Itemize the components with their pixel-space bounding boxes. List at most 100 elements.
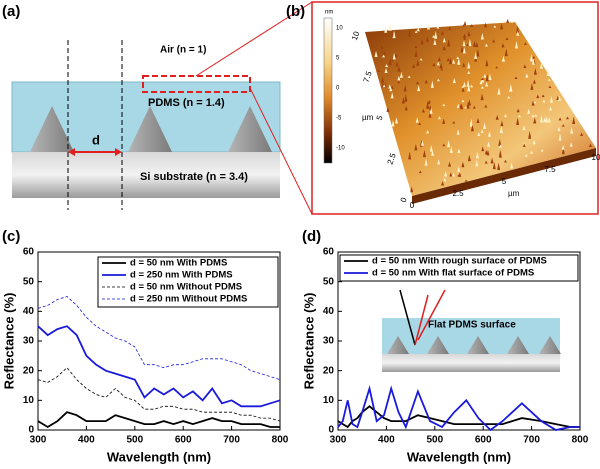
x-tick-label: 700 (223, 435, 240, 446)
afm-spike (381, 76, 385, 83)
afm-spike (429, 107, 433, 114)
afm-spike (451, 173, 455, 177)
y-tick-label: 20 (23, 365, 35, 376)
afm-y-tick: 7.5 (362, 70, 374, 84)
afm-spike (510, 162, 514, 169)
afm-spike (449, 57, 453, 65)
afm-x-tick: 5 (502, 177, 507, 186)
afm-spike (432, 62, 436, 67)
reflected-ray (414, 294, 429, 346)
panel-label: (d) (302, 228, 321, 245)
afm-spike (510, 20, 514, 23)
afm-spike (434, 30, 438, 39)
afm-spike (533, 101, 537, 104)
afm-spike (484, 22, 488, 28)
afm-spike (475, 159, 479, 167)
air-label: Air (n = 1) (160, 45, 206, 56)
afm-spike (548, 85, 552, 89)
afm-spike (466, 101, 470, 109)
afm-spike (503, 159, 507, 163)
colorbar-tick: 5 (336, 56, 340, 62)
afm-spike (523, 42, 527, 45)
x-tick-label: 600 (175, 435, 192, 446)
afm-spike (422, 149, 426, 158)
afm-spike (531, 100, 535, 106)
y-axis-label: Reflectance (%) (301, 293, 316, 390)
y-tick-label: 20 (323, 365, 335, 376)
afm-spike (467, 154, 471, 162)
afm-spike (426, 100, 430, 109)
afm-spike (456, 103, 460, 108)
afm-spike (464, 106, 468, 109)
afm-spike (475, 151, 479, 159)
afm-spike (561, 145, 565, 150)
afm-spike (467, 84, 471, 92)
afm-spike (441, 180, 445, 186)
afm-spike (498, 138, 502, 146)
afm-spike (477, 131, 481, 136)
afm-spike (481, 146, 485, 152)
afm-spike (466, 79, 470, 87)
panel-label: (a) (2, 3, 20, 20)
afm-spike (431, 150, 435, 156)
afm-spike (550, 95, 554, 103)
afm-spike (456, 56, 460, 60)
afm-spike (443, 177, 447, 182)
afm-spike (444, 170, 448, 177)
x-tick-label: 800 (572, 435, 589, 446)
afm-spike (530, 150, 534, 154)
inset-label: Flat PDMS surface (428, 320, 516, 331)
afm-spike (452, 77, 456, 84)
afm-spike (414, 143, 418, 151)
afm-spike (420, 140, 424, 146)
afm-spike (539, 62, 543, 69)
afm-y-tick: 10 (350, 30, 362, 42)
afm-spike (433, 39, 437, 45)
afm-spike (528, 130, 532, 139)
inset-cone (467, 336, 489, 354)
y-tick-label: 0 (328, 425, 334, 436)
afm-spike (377, 69, 381, 72)
afm-spike (470, 84, 474, 88)
afm-spike (427, 100, 431, 103)
afm-spike (382, 51, 386, 55)
afm-spike (539, 114, 543, 123)
afm-spike (476, 117, 480, 123)
afm-spike (485, 74, 489, 82)
afm-spike (404, 93, 408, 102)
afm-spike (416, 27, 420, 32)
y-tick-label: 30 (323, 336, 335, 347)
afm-spike (436, 25, 440, 29)
y-tick-label: 40 (323, 306, 335, 317)
afm-spike (461, 161, 465, 168)
afm-spike (546, 68, 550, 77)
afm-spike (442, 45, 446, 51)
afm-spike (501, 43, 505, 48)
data-line (37, 367, 281, 422)
afm-spike (457, 57, 461, 65)
afm-spike (532, 79, 536, 84)
afm-spike (437, 56, 441, 62)
afm-spike (388, 84, 392, 89)
incident-ray (399, 289, 416, 346)
y-axis-label: Reflectance (%) (1, 293, 16, 390)
afm-spike (424, 158, 428, 166)
afm-spike (531, 114, 535, 118)
afm-spike (426, 130, 430, 134)
afm-spike (462, 62, 466, 67)
legend-label: d = 50 nm Without PDMS (130, 282, 242, 293)
afm-spike (414, 49, 418, 57)
afm-spike (462, 40, 466, 47)
afm-spike (390, 85, 394, 89)
afm-spike (460, 45, 464, 53)
afm-spike (390, 92, 394, 99)
arrow-head (115, 148, 122, 156)
afm-spike (429, 145, 433, 152)
afm-spike (492, 39, 496, 43)
nanocone (30, 106, 74, 152)
nanocone (228, 106, 272, 152)
afm-spike (457, 166, 461, 173)
afm-spike (462, 81, 466, 87)
afm-spike (501, 55, 505, 62)
